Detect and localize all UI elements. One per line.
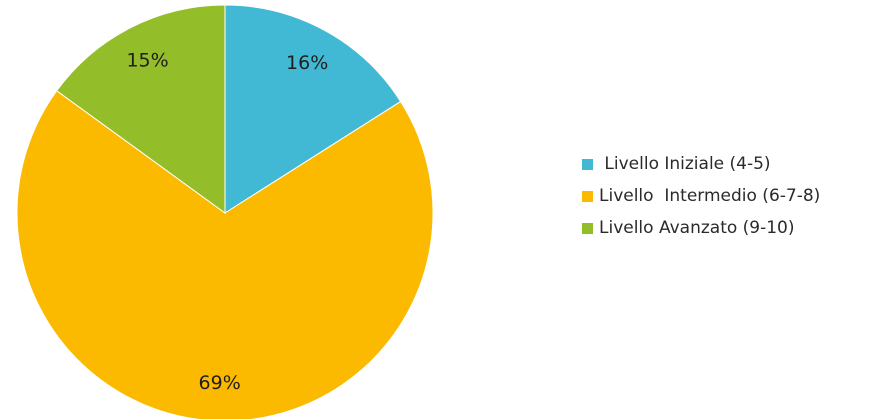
legend-item-iniziale: Livello Iniziale (4-5) [582,152,820,176]
legend: Livello Iniziale (4-5) Livello Intermedi… [582,152,820,248]
pie-slice-avanzato [56,4,226,214]
pie-slice-intermedio [16,90,434,419]
slice-label-intermedio: 69% [199,372,241,394]
slice-label-iniziale: 16% [286,52,328,74]
legend-swatch-intermedio [582,190,593,202]
pie-slice-iniziale [224,4,402,214]
legend-swatch-avanzato [582,222,593,234]
legend-item-avanzato: Livello Avanzato (9-10) [582,216,820,240]
legend-label-avanzato: Livello Avanzato (9-10) [599,218,795,238]
legend-label-iniziale: Livello Iniziale (4-5) [599,154,771,174]
legend-label-intermedio: Livello Intermedio (6-7-8) [599,186,821,206]
slice-label-avanzato: 15% [126,50,168,72]
legend-swatch-iniziale [582,158,593,170]
legend-item-intermedio: Livello Intermedio (6-7-8) [582,184,820,208]
